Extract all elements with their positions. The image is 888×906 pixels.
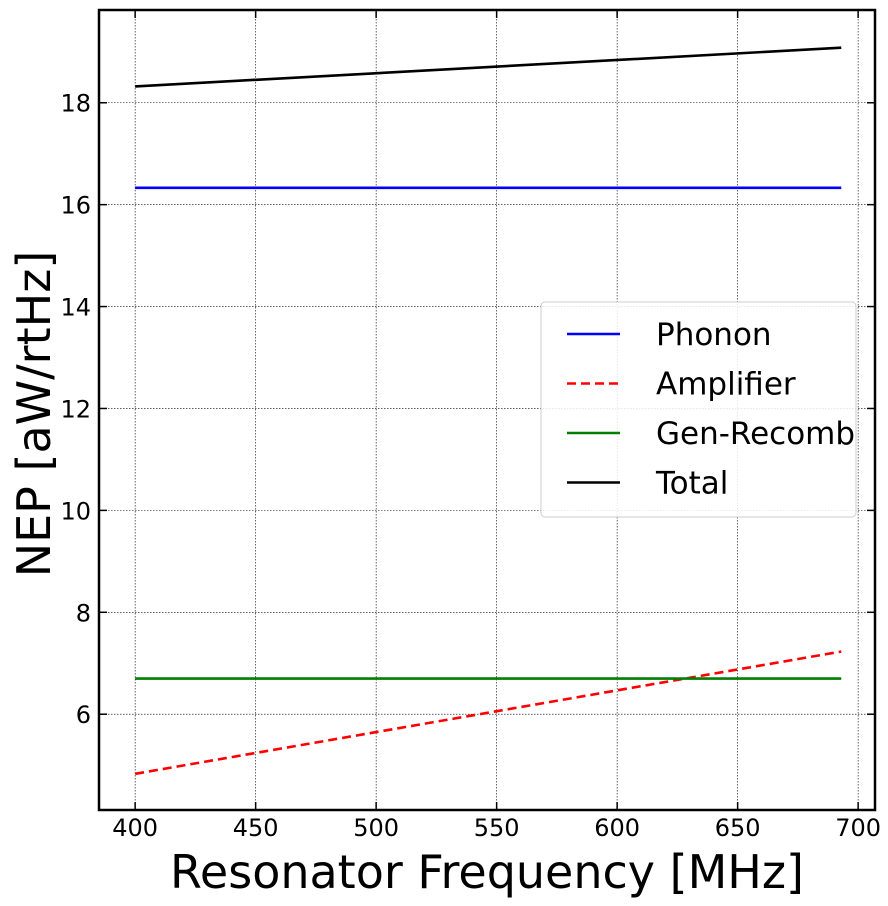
x-tick-label: 450 [233,814,279,842]
series-line-total [135,46,842,88]
y-tick-label: 16 [60,192,91,220]
legend-label: Phonon [656,317,772,353]
ticks: 400 450 500 550 600 650 700 6 8 10 12 14 16 18 [60,10,881,842]
legend-label: Amplifier [656,367,796,403]
plot-frame [97,8,877,812]
series-lines [134,46,842,776]
y-tick-label: 14 [60,294,91,322]
x-tick-label: 500 [353,814,399,842]
x-tick-label: 700 [835,814,881,842]
y-tick-label: 8 [76,599,91,627]
x-tick-label: 650 [715,814,761,842]
legend: Phonon Amplifier Gen-Recomb Total [540,301,857,518]
legend-box [540,301,857,518]
y-axis-title: NEP [aW/rtHz] [7,251,61,578]
legend-label: Total [655,466,728,502]
x-tick-label: 550 [474,814,520,842]
x-tick-label: 600 [594,814,640,842]
x-tick-label: 400 [112,814,158,842]
y-tick-label: 12 [60,395,91,423]
y-tick-label: 18 [60,90,91,118]
y-tick-label: 6 [76,701,91,729]
y-tick-label: 10 [60,497,91,525]
series-line-amplifier [134,650,842,776]
x-axis-title: Resonator Frequency [MHz] [170,845,804,899]
legend-label: Gen-Recomb [656,416,855,452]
